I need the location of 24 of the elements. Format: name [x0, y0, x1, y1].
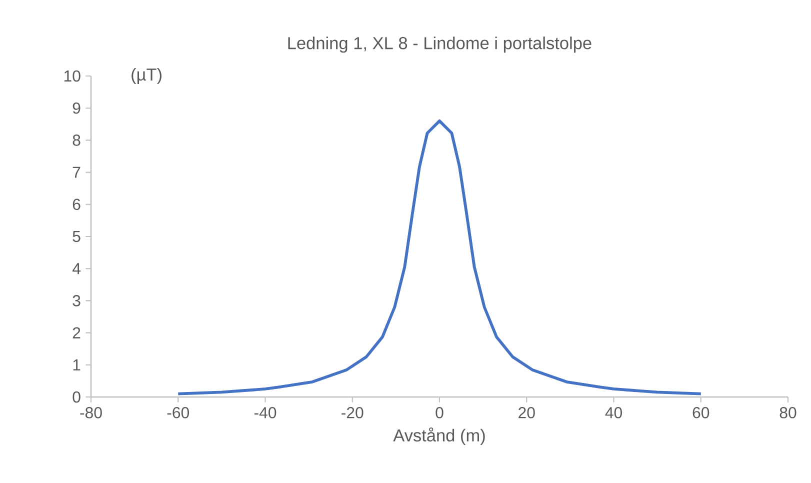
x-tick-label: -80	[80, 407, 102, 418]
x-tick-label: 20	[518, 407, 535, 418]
x-axis-title: Avstånd (m)	[393, 427, 485, 445]
chart-title: Ledning 1, XL 8 - Lindome i portalstolpe	[288, 36, 592, 53]
y-tick-label: 4	[72, 263, 81, 274]
y-tick-label: 5	[72, 230, 80, 242]
x-tick-label: 0	[436, 407, 444, 418]
x-tick-label: 80	[780, 407, 796, 418]
y-tick-label: 2	[72, 327, 80, 338]
y-tick-label: 1	[73, 359, 80, 370]
y-tick-label: 7	[72, 166, 80, 178]
x-tick-label: -60	[167, 407, 190, 418]
x-tick-label: 60	[692, 407, 710, 418]
y-tick-label: 3	[72, 295, 80, 306]
y-tick-label: 8	[72, 134, 80, 146]
y-axis-title: (µT)	[132, 68, 162, 84]
y-tick-label: 0	[72, 391, 80, 403]
y-tick-label: 6	[72, 198, 80, 210]
y-tick-label: 10	[64, 70, 80, 82]
x-tick-label: -20	[342, 407, 364, 418]
x-tick-label: 40	[605, 407, 622, 418]
y-tick-label: 9	[72, 102, 80, 114]
line-series	[176, 119, 702, 396]
x-tick-label: -40	[254, 407, 276, 418]
